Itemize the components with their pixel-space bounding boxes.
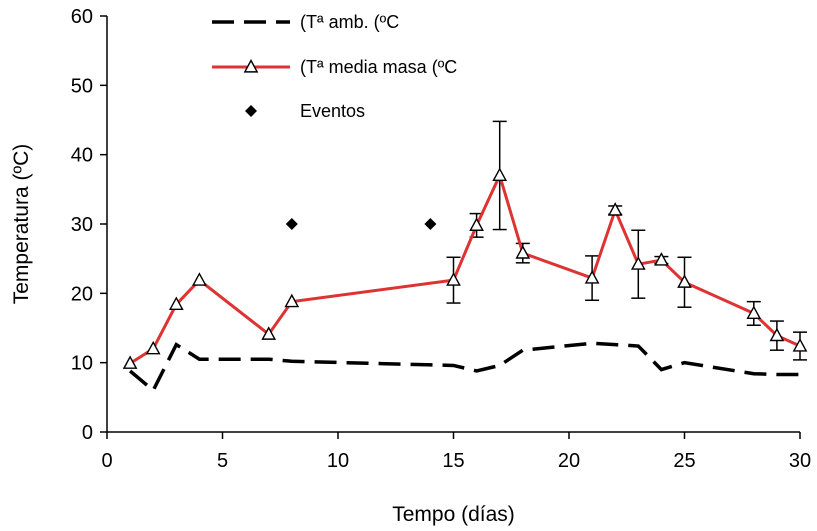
y-tick-label: 0 [82,422,93,444]
x-tick-label: 25 [673,450,695,472]
legend-marker-mass [243,59,259,73]
y-tick-label: 60 [71,6,93,28]
mass-point [168,296,184,311]
y-tick-label: 40 [71,145,93,167]
y-tick-label: 50 [71,75,93,97]
mass-point [654,252,669,266]
mass-point [446,272,461,286]
mass-point [492,167,508,182]
legend-label-mass: (Tª media masa (ºC [300,57,457,77]
y-axis-title: Temperatura (ºC) [10,144,33,305]
event-point [424,218,437,230]
x-tick-label: 15 [442,450,464,472]
legend: (Tª amb. (ºC (Tª media masa (ºC Eventos [212,12,457,121]
axes: 0 10 20 30 40 50 60 0 5 10 15 20 25 30 [71,6,811,472]
mass-point [792,338,808,352]
mass-point [515,245,531,259]
x-tick-label: 30 [789,450,811,472]
legend-marker-events [245,105,257,117]
series-ambient-temperature [128,341,800,394]
mass-point [284,293,300,308]
mass-point [769,327,785,342]
x-tick-label: 10 [327,450,349,472]
mass-line [129,171,801,365]
mass-point [677,274,692,288]
x-axis-title: Tempo (días) [392,503,515,526]
mass-point [192,272,207,286]
mass-point [607,202,623,216]
x-tick-label: 5 [217,450,228,472]
series-events [285,218,437,230]
x-tick-label: 20 [558,450,580,472]
mass-point [584,270,600,284]
legend-label-ambient: (Tª amb. (ºC [300,12,399,32]
y-tick-label: 10 [71,353,93,375]
y-tick-label: 30 [71,214,93,236]
mass-point [122,355,138,369]
event-point [285,218,298,230]
legend-label-events: Eventos [300,101,365,121]
mass-point [469,217,484,231]
mass-point [145,340,161,355]
ambient-line [128,341,800,394]
y-tick-label: 20 [71,283,93,305]
x-tick-label: 0 [101,450,112,472]
mass-point [261,326,277,340]
mass-point [630,256,646,270]
mass-point [746,305,762,320]
series-mass-temperature [122,167,808,369]
